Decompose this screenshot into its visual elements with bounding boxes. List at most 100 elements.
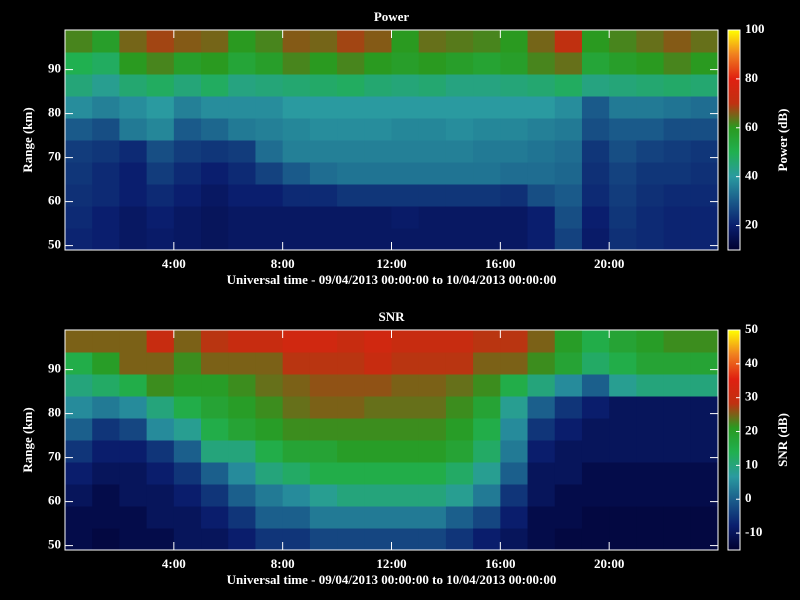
- heat-cell: [65, 528, 93, 551]
- heat-cell: [500, 206, 529, 229]
- heat-cell: [309, 418, 338, 441]
- x-tick-label: 20:00: [594, 256, 624, 271]
- heat-cell: [65, 30, 93, 53]
- heat-cell: [391, 140, 420, 163]
- heat-cell: [146, 352, 175, 375]
- heat-cell: [282, 462, 311, 485]
- heat-cell: [173, 118, 202, 141]
- heat-cell: [500, 484, 529, 507]
- heat-cell: [119, 118, 148, 141]
- heat-cell: [228, 162, 256, 185]
- heat-cell: [500, 184, 529, 207]
- heat-cell: [418, 330, 447, 353]
- heat-cell: [445, 418, 474, 441]
- heat-cell: [173, 52, 202, 75]
- heat-cell: [201, 330, 229, 353]
- heat-cell: [391, 506, 420, 529]
- y-tick-label: 50: [48, 237, 61, 252]
- heat-cell: [391, 118, 420, 141]
- heat-cell: [609, 484, 637, 507]
- heat-cell: [418, 484, 447, 507]
- heat-cell: [527, 162, 556, 185]
- heat-cell: [636, 528, 665, 551]
- heat-cell: [500, 462, 529, 485]
- heat-cell: [663, 506, 692, 529]
- heat-cell: [663, 484, 692, 507]
- y-tick-label: 60: [48, 493, 61, 508]
- heat-cell: [65, 74, 93, 97]
- heat-cell: [581, 228, 610, 251]
- heat-cell: [364, 506, 392, 529]
- heat-cell: [228, 484, 256, 507]
- heat-cell: [609, 506, 637, 529]
- heat-cell: [445, 228, 474, 251]
- heat-cell: [201, 228, 229, 251]
- heat-cell: [228, 506, 256, 529]
- heat-cell: [255, 140, 284, 163]
- heat-cell: [581, 184, 610, 207]
- heat-cell: [228, 30, 256, 53]
- heat-cell: [337, 440, 365, 463]
- heat-cell: [364, 140, 392, 163]
- heat-cell: [445, 140, 474, 163]
- heat-cell: [337, 30, 365, 53]
- heat-cell: [690, 374, 719, 397]
- heat-cell: [690, 162, 719, 185]
- heat-cell: [663, 52, 692, 75]
- heat-cell: [364, 228, 392, 251]
- heat-cell: [473, 206, 501, 229]
- colorbar: [727, 29, 741, 251]
- heat-cell: [581, 440, 610, 463]
- heat-cell: [500, 162, 529, 185]
- heat-cell: [282, 74, 311, 97]
- heat-cell: [690, 96, 719, 119]
- heat-cell: [65, 396, 93, 419]
- heat-cell: [309, 396, 338, 419]
- heat-cell: [500, 30, 529, 53]
- heat-cell: [581, 162, 610, 185]
- heat-cell: [636, 418, 665, 441]
- heat-cell: [527, 118, 556, 141]
- heat-cell: [146, 206, 175, 229]
- heat-cell: [609, 352, 637, 375]
- heat-cell: [119, 330, 148, 353]
- heat-cell: [337, 74, 365, 97]
- heat-cell: [337, 506, 365, 529]
- heat-cell: [445, 374, 474, 397]
- heat-cell: [201, 440, 229, 463]
- heat-cell: [337, 140, 365, 163]
- heat-cell: [309, 52, 338, 75]
- heat-cell: [65, 228, 93, 251]
- heat-cell: [527, 74, 556, 97]
- heat-cell: [473, 162, 501, 185]
- heat-cell: [690, 484, 719, 507]
- x-tick-label: 12:00: [376, 556, 406, 571]
- heat-cell: [473, 528, 501, 551]
- heat-cell: [173, 74, 202, 97]
- heat-cell: [92, 206, 120, 229]
- heat-cell: [282, 506, 311, 529]
- heat-cell: [500, 506, 529, 529]
- heat-cell: [201, 206, 229, 229]
- heat-cell: [309, 74, 338, 97]
- heat-cell: [255, 484, 284, 507]
- heat-cell: [554, 74, 583, 97]
- heat-cell: [119, 374, 148, 397]
- heat-cell: [663, 528, 692, 551]
- heat-cell: [65, 352, 93, 375]
- heat-cell: [418, 374, 447, 397]
- heat-cell: [92, 374, 120, 397]
- heat-cell: [309, 440, 338, 463]
- heat-cell: [581, 206, 610, 229]
- y-tick-label: 90: [48, 361, 61, 376]
- heat-cell: [364, 396, 392, 419]
- heat-cell: [500, 352, 529, 375]
- heat-cell: [201, 396, 229, 419]
- heat-cell: [146, 330, 175, 353]
- heat-cell: [445, 206, 474, 229]
- heat-cell: [581, 30, 610, 53]
- heat-cell: [65, 440, 93, 463]
- heat-cell: [146, 484, 175, 507]
- heat-cell: [500, 118, 529, 141]
- heat-cell: [500, 440, 529, 463]
